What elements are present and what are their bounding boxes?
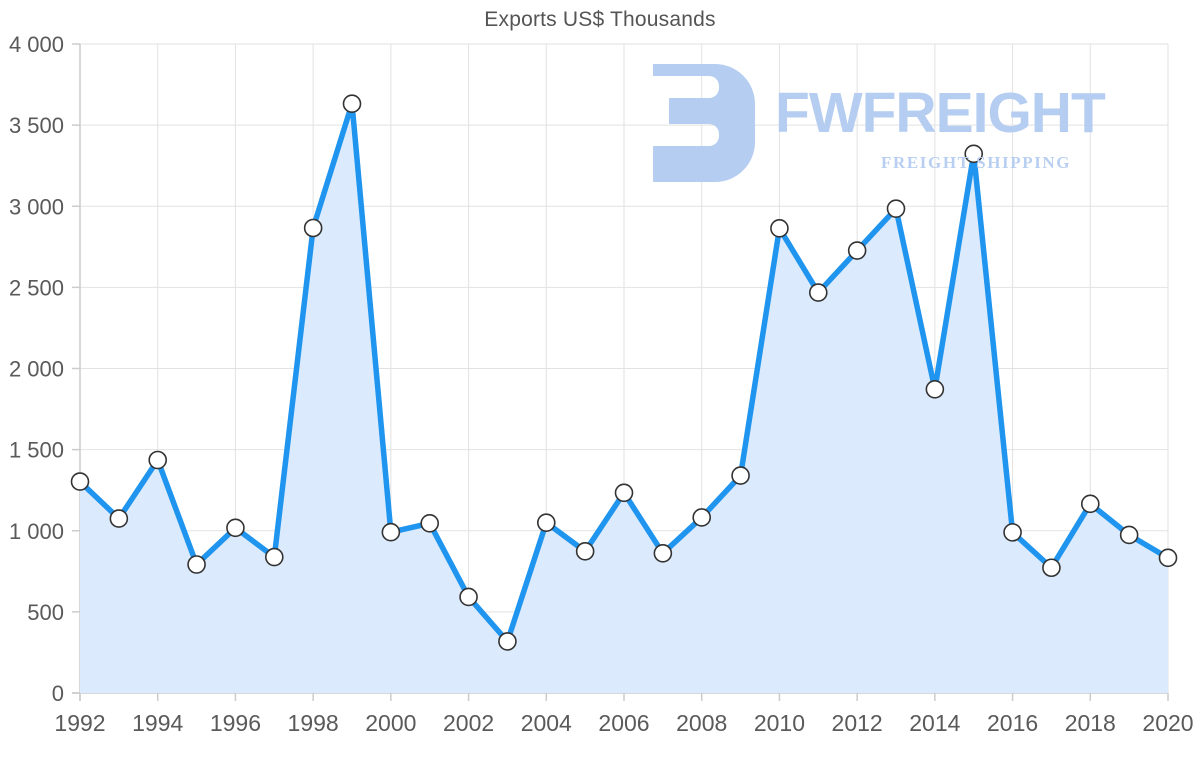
area-series xyxy=(80,103,1168,693)
x-tick-label: 2012 xyxy=(832,710,883,736)
x-tick-label: 1994 xyxy=(132,710,183,736)
data-point-2015[interactable] xyxy=(964,144,984,164)
data-point-2014[interactable] xyxy=(925,379,945,399)
y-tick-label: 3 500 xyxy=(9,113,64,138)
data-point-2018[interactable] xyxy=(1080,494,1100,514)
data-point-1998[interactable] xyxy=(303,218,323,238)
x-tick-label: 2004 xyxy=(521,710,572,736)
data-point-2005[interactable] xyxy=(575,542,595,561)
data-point-2001[interactable] xyxy=(420,513,440,533)
y-tick-label: 2 500 xyxy=(9,275,64,300)
data-point-2011[interactable] xyxy=(808,283,828,302)
y-axis-tick-labels: 4 000 3 500 3 000 2 500 2 000 1 500 1 000 500 0 xyxy=(9,32,64,706)
x-tick-label: 2002 xyxy=(443,710,494,736)
data-point-2017[interactable] xyxy=(1042,558,1061,578)
chart-title: Exports US$ Thousands xyxy=(484,8,716,31)
data-point-1997[interactable] xyxy=(264,547,284,567)
x-tick-label: 1998 xyxy=(288,710,339,736)
y-tick-label: 4 000 xyxy=(9,32,64,57)
x-tick-label: 2020 xyxy=(1142,710,1193,736)
data-point-2019[interactable] xyxy=(1119,525,1139,545)
data-point-2020[interactable] xyxy=(1158,548,1178,568)
x-tick-label: 2000 xyxy=(365,710,416,736)
y-tick-label: 1 500 xyxy=(9,438,64,463)
data-point-1992[interactable] xyxy=(70,472,90,491)
x-tick-label: 2018 xyxy=(1065,710,1116,736)
data-point-markers[interactable] xyxy=(70,94,1178,651)
y-tick-label: 3 000 xyxy=(9,194,64,219)
data-point-2000[interactable] xyxy=(381,522,401,542)
data-point-2004[interactable] xyxy=(536,513,556,532)
data-point-1995[interactable] xyxy=(187,555,206,574)
data-point-2006[interactable] xyxy=(614,483,634,503)
data-point-1999[interactable] xyxy=(342,94,362,114)
data-point-2007[interactable] xyxy=(653,543,673,563)
x-tick-label: 1996 xyxy=(210,710,261,736)
x-axis-tick-labels: 1992 1994 1996 1998 2000 2002 2004 2006 2008 2010… xyxy=(54,710,1193,736)
y-tick-label: 2 000 xyxy=(9,357,64,382)
data-point-1993[interactable] xyxy=(109,509,129,528)
y-tick-label: 0 xyxy=(52,681,64,706)
data-point-2010[interactable] xyxy=(770,219,789,238)
data-point-1994[interactable] xyxy=(148,450,168,470)
data-point-2012[interactable] xyxy=(847,241,867,260)
x-tick-label: 2016 xyxy=(987,710,1038,736)
data-point-2002[interactable] xyxy=(459,587,478,607)
x-tick-label: 2008 xyxy=(676,710,727,736)
x-tick-label: 2014 xyxy=(909,710,960,736)
x-tick-label: 1992 xyxy=(54,710,105,736)
x-tick-label: 2010 xyxy=(754,710,805,736)
data-point-2009[interactable] xyxy=(731,466,750,485)
data-point-1996[interactable] xyxy=(226,518,245,538)
x-tick-label: 2006 xyxy=(598,710,649,736)
data-point-2008[interactable] xyxy=(692,508,712,527)
data-point-2013[interactable] xyxy=(886,199,906,218)
data-point-2016[interactable] xyxy=(1003,523,1022,542)
y-tick-label: 1 000 xyxy=(9,519,64,544)
data-point-2003[interactable] xyxy=(498,632,517,651)
y-tick-label: 500 xyxy=(27,600,64,625)
